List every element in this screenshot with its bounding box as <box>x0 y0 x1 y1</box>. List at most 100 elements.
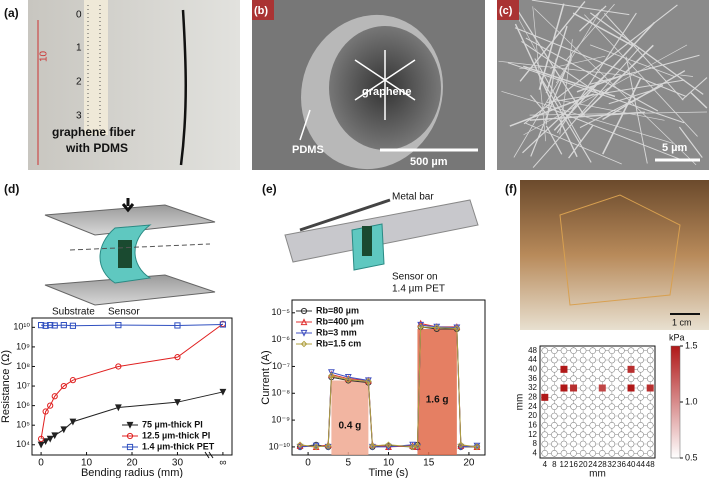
marker <box>46 435 54 443</box>
legend-marker <box>300 329 308 337</box>
marker <box>115 322 122 329</box>
annotation: 1.4 µm PET <box>392 284 445 295</box>
x-tick-label: 48 <box>646 460 655 469</box>
grid-node <box>598 440 606 448</box>
x-tick-label: 4 <box>543 460 548 469</box>
marker <box>174 354 181 361</box>
grid-node <box>560 356 568 364</box>
grid-node <box>551 422 558 429</box>
grid-node <box>618 412 625 420</box>
grid-node <box>646 422 654 429</box>
grid-node <box>579 347 587 354</box>
grid-node <box>627 403 635 410</box>
y-tick-label: 4 <box>533 448 538 457</box>
annotation: PDMS <box>292 144 324 156</box>
grid-node <box>589 403 597 410</box>
marker <box>344 376 352 384</box>
x-tick-label: 8 <box>552 460 557 469</box>
pressure-cell <box>627 365 635 373</box>
y-tick-label: 32 <box>528 383 537 392</box>
grid-node <box>598 356 606 364</box>
x-axis-label: mm <box>589 469 606 478</box>
pressure-cell <box>646 384 654 392</box>
grid-node <box>560 440 568 448</box>
annotation: 0.4 g <box>339 420 362 431</box>
grid-node <box>551 347 558 354</box>
scale-label: 500 µm <box>410 156 448 168</box>
grid-node <box>598 394 606 401</box>
marker <box>42 408 49 415</box>
series-line <box>41 323 223 327</box>
marker <box>417 323 424 331</box>
y-axis-label: mm <box>515 394 526 411</box>
panel-d-illustration: (d) Substrate Sensor <box>4 182 216 318</box>
marker <box>385 441 392 449</box>
marker <box>37 441 45 449</box>
grid-node <box>589 412 597 420</box>
y-tick-label: 10⁻⁹ <box>271 414 290 424</box>
grid-node <box>627 375 635 382</box>
x-tick-label: 44 <box>636 460 645 469</box>
x-tick-label: 20 <box>579 460 588 469</box>
legend-marker <box>126 443 134 451</box>
legend-marker <box>300 307 308 315</box>
grid-node <box>627 356 635 364</box>
grid-node <box>551 356 558 364</box>
grid-node <box>551 375 558 382</box>
ruler-label: 1 <box>76 43 82 54</box>
ruler-label: 3 <box>76 111 82 122</box>
grid-node <box>579 440 587 448</box>
pressure-cell <box>627 384 635 392</box>
y-tick-label: 48 <box>528 346 537 355</box>
x-tick-label: 15 <box>423 458 435 469</box>
fiber <box>501 90 674 144</box>
fiber <box>572 12 633 47</box>
marker <box>219 321 227 328</box>
grid-node <box>608 394 616 401</box>
x-tick-label: 28 <box>598 460 607 469</box>
grid-node <box>618 375 625 382</box>
pressure-cell <box>560 384 568 392</box>
marker <box>60 382 67 390</box>
fiber <box>608 89 655 105</box>
fiber <box>579 84 664 129</box>
ruler-mark: 10 <box>39 50 50 62</box>
marker <box>69 418 77 426</box>
ruler-label: 0 <box>76 10 82 21</box>
grid-node <box>541 403 549 410</box>
y-tick-label: 10⁻⁶ <box>272 334 291 344</box>
grid-node <box>551 431 558 438</box>
annotation: Sensor on <box>392 272 438 283</box>
x-tick-label: 16 <box>569 460 578 469</box>
grid-node <box>618 431 625 438</box>
arrow <box>299 109 311 141</box>
x-axis-label: Bending radius (mm) <box>81 467 183 478</box>
x-tick-label: 20 <box>126 458 138 469</box>
x-tick-label: 5 <box>346 458 352 469</box>
grid-node <box>637 384 644 392</box>
grid-node <box>608 450 616 457</box>
grid-node <box>608 431 616 438</box>
y-tick-label: 10⁻⁷ <box>272 361 290 371</box>
legend-marker <box>126 421 134 429</box>
grid-node <box>627 422 635 429</box>
grid-node <box>598 431 606 438</box>
grid-node <box>598 347 606 354</box>
marker <box>409 443 416 451</box>
marker <box>473 443 481 451</box>
grid-node <box>637 422 644 429</box>
fiber <box>532 47 640 168</box>
axis-break <box>204 451 214 459</box>
grid-node <box>646 394 654 401</box>
fiber <box>589 54 700 85</box>
marker <box>365 377 372 385</box>
x-tick-label: 36 <box>617 460 626 469</box>
sensor-array <box>559 194 681 306</box>
x-tick-label: 30 <box>172 458 184 469</box>
fiber <box>584 14 698 137</box>
grid-node <box>551 384 558 392</box>
grid-node <box>570 366 577 373</box>
grid-node <box>608 403 616 410</box>
load-region <box>331 380 369 455</box>
grid-node <box>618 403 625 410</box>
